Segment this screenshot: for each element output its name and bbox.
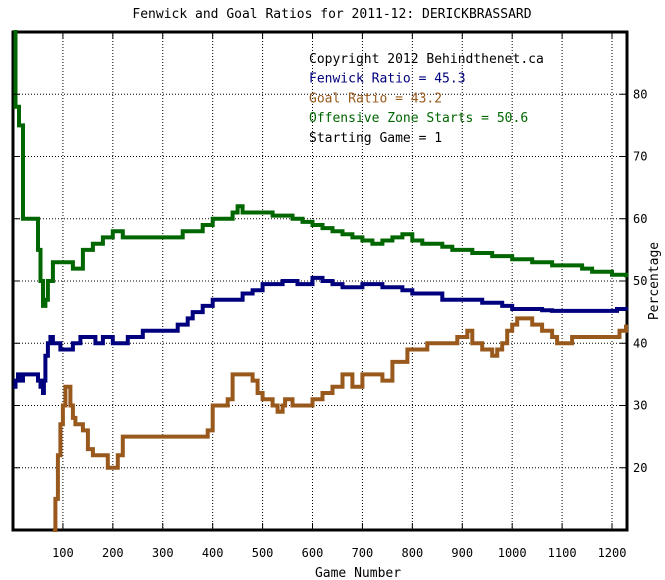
y-tick-label: 30 xyxy=(633,399,647,413)
y-axis-ticks: 20 30 40 50 60 70 80 xyxy=(13,87,647,475)
annotations: Copyright 2012 Behindthenet.ca Fenwick Ra… xyxy=(309,52,544,146)
series-line-2 xyxy=(13,30,628,308)
x-tick-label: 1000 xyxy=(498,546,527,560)
x-tick-label: 600 xyxy=(302,546,324,560)
y-tick-label: 50 xyxy=(633,274,647,288)
annotation-4: Starting Game = 1 xyxy=(309,131,442,146)
annotation-2: Goal Ratio = 43.2 xyxy=(309,91,442,106)
x-tick-label: 900 xyxy=(451,546,473,560)
x-tick-label: 100 xyxy=(52,546,74,560)
x-tick-label: 700 xyxy=(352,546,374,560)
x-axis-ticks: 100 200 300 400 500 600 700 800 900 1000 1100 1200 xyxy=(52,32,626,560)
y-tick-label: 80 xyxy=(633,87,647,101)
y-tick-label: 70 xyxy=(633,150,647,164)
y-tick-label: 20 xyxy=(633,461,647,475)
y-axis-label: Percentage xyxy=(647,242,662,320)
series-line-0 xyxy=(13,275,628,395)
x-tick-label: 300 xyxy=(152,546,174,560)
x-tick-label: 200 xyxy=(102,546,124,560)
x-tick-label: 1100 xyxy=(548,546,577,560)
chart-title: Fenwick and Goal Ratios for 2011-12: DER… xyxy=(132,7,531,22)
x-tick-label: 400 xyxy=(202,546,224,560)
series-lines xyxy=(13,30,628,532)
x-tick-label: 800 xyxy=(402,546,424,560)
series-line-1 xyxy=(52,316,628,532)
x-tick-label: 500 xyxy=(252,546,274,560)
annotation-0: Copyright 2012 Behindthenet.ca xyxy=(309,52,544,67)
y-tick-label: 60 xyxy=(633,212,647,226)
y-tick-label: 40 xyxy=(633,336,647,350)
annotation-3: Offensive Zone Starts = 50.6 xyxy=(309,111,528,126)
x-tick-label: 1200 xyxy=(598,546,627,560)
annotation-1: Fenwick Ratio = 45.3 xyxy=(309,72,466,87)
x-axis-label: Game Number xyxy=(315,566,401,580)
